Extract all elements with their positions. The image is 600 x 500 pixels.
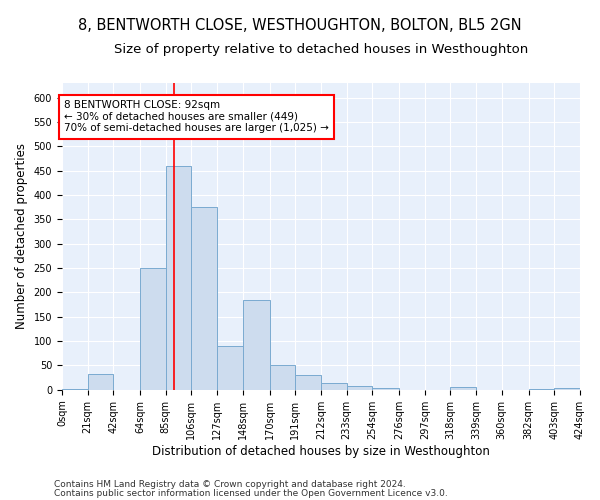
Bar	[191, 207, 217, 390]
Bar	[529, 389, 554, 390]
Bar	[88, 374, 113, 390]
Text: 8, BENTWORTH CLOSE, WESTHOUGHTON, BOLTON, BL5 2GN: 8, BENTWORTH CLOSE, WESTHOUGHTON, BOLTON…	[78, 18, 522, 32]
Bar	[243, 300, 269, 390]
Bar	[140, 268, 166, 390]
Bar	[62, 389, 88, 390]
X-axis label: Distribution of detached houses by size in Westhoughton: Distribution of detached houses by size …	[152, 444, 490, 458]
Bar	[372, 388, 399, 390]
Text: 8 BENTWORTH CLOSE: 92sqm
← 30% of detached houses are smaller (449)
70% of semi-: 8 BENTWORTH CLOSE: 92sqm ← 30% of detach…	[64, 100, 329, 134]
Text: Contains HM Land Registry data © Crown copyright and database right 2024.: Contains HM Land Registry data © Crown c…	[54, 480, 406, 489]
Y-axis label: Number of detached properties: Number of detached properties	[15, 144, 28, 330]
Bar	[451, 388, 476, 390]
Bar	[269, 366, 295, 390]
Bar	[554, 388, 580, 390]
Text: Contains public sector information licensed under the Open Government Licence v3: Contains public sector information licen…	[54, 488, 448, 498]
Bar	[166, 166, 191, 390]
Bar	[321, 382, 347, 390]
Bar	[347, 386, 372, 390]
Title: Size of property relative to detached houses in Westhoughton: Size of property relative to detached ho…	[114, 42, 528, 56]
Bar	[217, 346, 243, 390]
Bar	[295, 375, 321, 390]
